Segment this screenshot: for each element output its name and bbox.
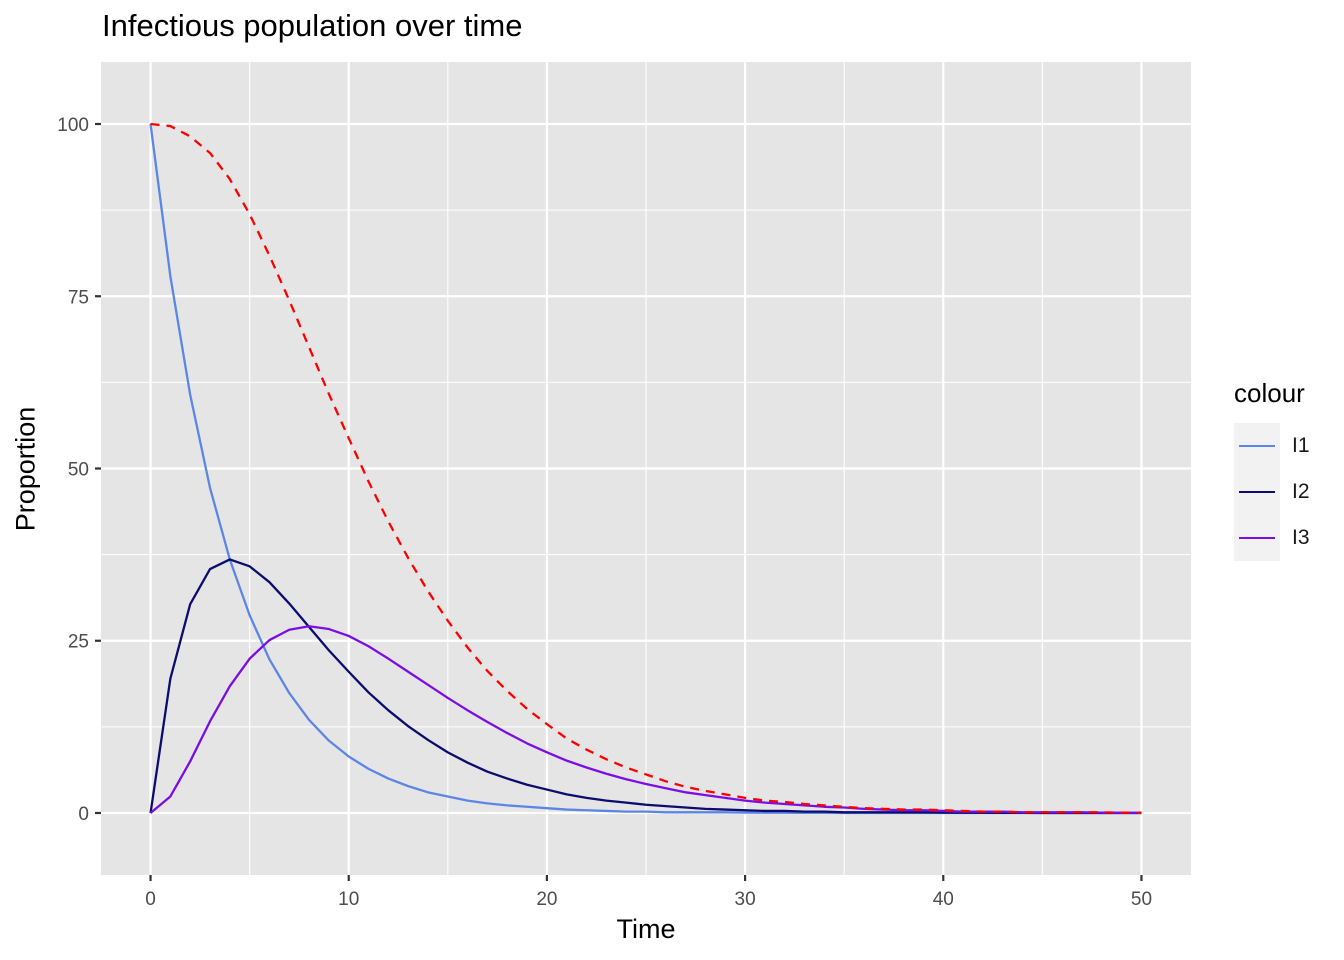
- legend: colour I1 I2 I3: [1234, 378, 1310, 561]
- axis-ticks: [95, 122, 1143, 881]
- x-tick-label: 50: [1131, 889, 1152, 910]
- x-tick-label: 10: [338, 889, 359, 910]
- legend-key: [1234, 469, 1280, 515]
- legend-key: [1234, 423, 1280, 469]
- series-line-i3: [149, 625, 1142, 814]
- legend-item-i2: I2: [1234, 469, 1310, 515]
- legend-item-i1: I1: [1234, 423, 1310, 469]
- legend-swatch-i3: [1239, 537, 1275, 539]
- y-tick-label: 25: [68, 632, 89, 653]
- grid-minor: [101, 62, 1191, 875]
- y-axis-label: Proportion: [10, 406, 41, 532]
- x-tick-label: 20: [536, 889, 557, 910]
- y-tick-label: 75: [68, 287, 89, 308]
- x-tick-label: 30: [735, 889, 756, 910]
- legend-title: colour: [1234, 378, 1305, 408]
- y-tick-label: 100: [57, 115, 89, 136]
- legend-item-i3: I3: [1234, 515, 1310, 561]
- legend-swatch-i1: [1239, 445, 1275, 447]
- series-line-dashed-3: [150, 122, 1142, 814]
- y-tick-label: 0: [78, 804, 89, 825]
- x-tick-label: 40: [933, 889, 954, 910]
- x-axis-label: Time: [616, 914, 676, 944]
- y-tick-label: 50: [68, 460, 89, 481]
- legend-label-i2: I2: [1292, 480, 1310, 503]
- legend-label-i3: I3: [1292, 526, 1310, 549]
- chart-title: Infectious population over time: [102, 8, 523, 43]
- legend-swatch-i2: [1239, 491, 1275, 493]
- legend-label-i1: I1: [1292, 434, 1310, 457]
- x-tick-label: 0: [145, 889, 156, 910]
- series-lines: [149, 122, 1142, 815]
- legend-key: [1234, 515, 1280, 561]
- tick-labels: 0 10 20 30 40 50 0 25 50 75 100: [57, 115, 1152, 910]
